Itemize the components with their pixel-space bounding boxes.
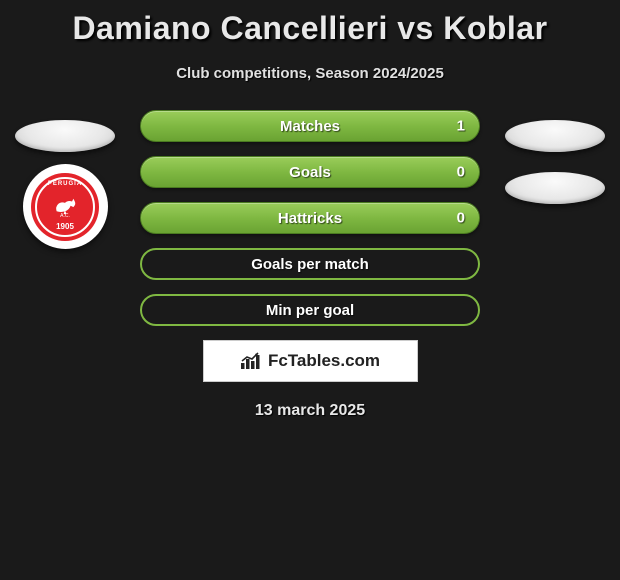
stat-value: 0 [457, 164, 465, 181]
stat-row: Goals 0 [0, 156, 620, 188]
stats-container: Matches 1 Goals 0 Hattricks 0 Goals per … [0, 110, 620, 326]
stat-pill-matches: Matches 1 [140, 110, 480, 142]
stat-row: Goals per match [0, 248, 620, 280]
stat-pill-hattricks: Hattricks 0 [140, 202, 480, 234]
stat-label: Hattricks [278, 210, 342, 227]
stat-label: Matches [280, 118, 340, 135]
stat-value: 1 [457, 118, 465, 135]
stat-pill-goals-per-match: Goals per match [140, 248, 480, 280]
stat-pill-goals: Goals 0 [140, 156, 480, 188]
brand-box: FcTables.com [203, 340, 418, 382]
chart-icon [240, 352, 262, 370]
stat-label: Goals [289, 164, 331, 181]
stat-row: Min per goal [0, 294, 620, 326]
stat-label: Goals per match [251, 256, 369, 273]
brand-text: FcTables.com [268, 351, 380, 371]
stat-pill-min-per-goal: Min per goal [140, 294, 480, 326]
subtitle: Club competitions, Season 2024/2025 [0, 65, 620, 82]
stat-row: Matches 1 [0, 110, 620, 142]
stat-label: Min per goal [266, 302, 354, 319]
page-title: Damiano Cancellieri vs Koblar [0, 0, 620, 47]
stat-value: 0 [457, 210, 465, 227]
date-text: 13 march 2025 [0, 402, 620, 420]
stat-row: Hattricks 0 [0, 202, 620, 234]
